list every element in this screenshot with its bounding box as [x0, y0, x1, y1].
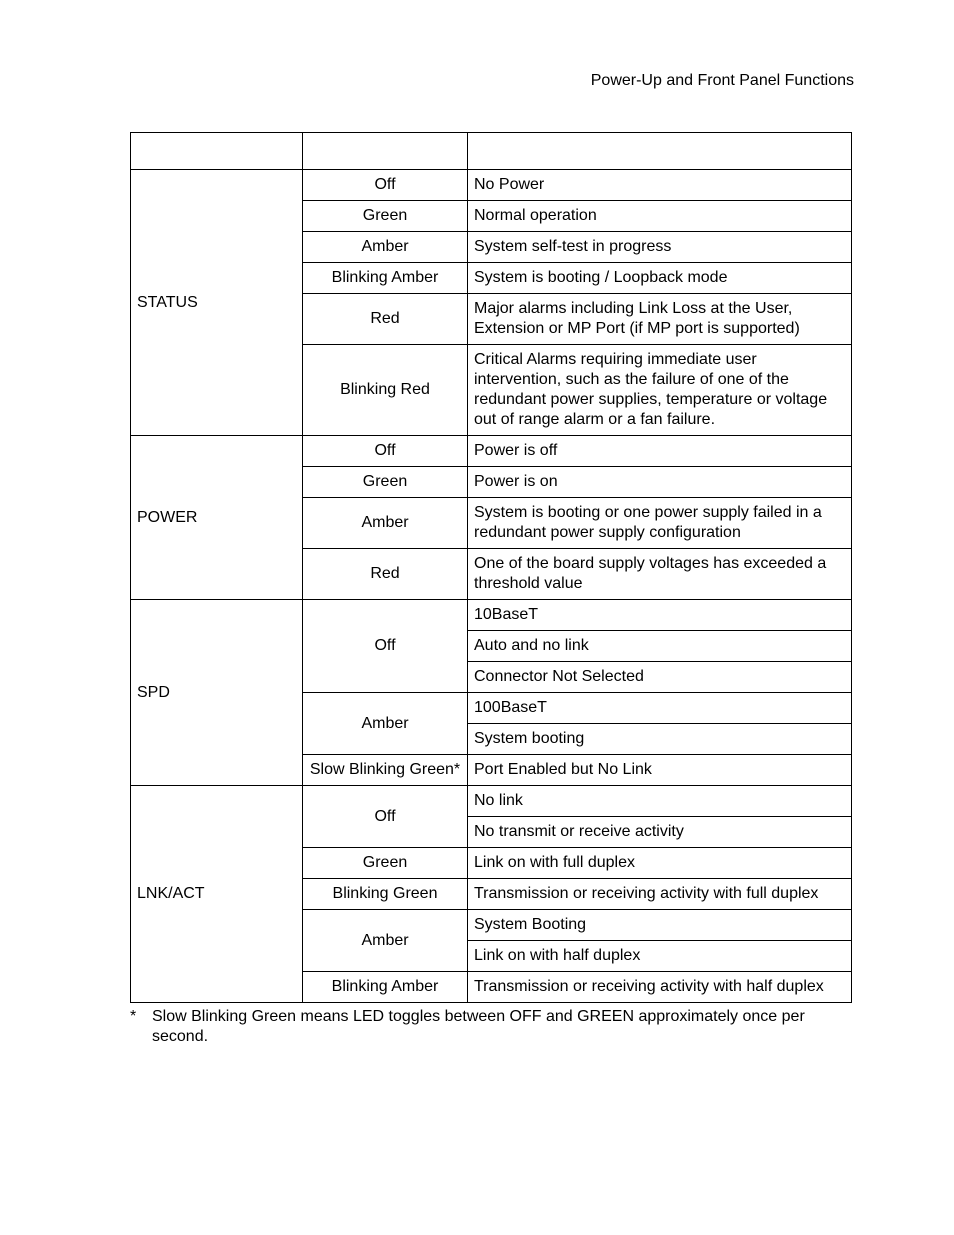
led-description-cell: System is booting or one power supply fa… [468, 498, 852, 549]
table-row: STATUSOffNo Power [131, 170, 852, 201]
led-state-cell: Green [303, 467, 468, 498]
table-header-cell [468, 133, 852, 170]
led-state-cell: Amber [303, 498, 468, 549]
led-state-cell: Blinking Red [303, 345, 468, 436]
led-description-cell: Transmission or receiving activity with … [468, 972, 852, 1003]
led-description-cell: Critical Alarms requiring immediate user… [468, 345, 852, 436]
led-state-cell: Off [303, 436, 468, 467]
footnote-text: Slow Blinking Green means LED toggles be… [152, 1007, 852, 1047]
led-description-cell: Link on with half duplex [468, 941, 852, 972]
led-description-cell: System booting [468, 724, 852, 755]
led-description-cell: System Booting [468, 910, 852, 941]
table-header-row [131, 133, 852, 170]
led-state-cell: Blinking Amber [303, 972, 468, 1003]
led-status-table: STATUSOffNo PowerGreenNormal operationAm… [130, 132, 852, 1003]
led-description-cell: Connector Not Selected [468, 662, 852, 693]
table-row: SPDOff10BaseT [131, 600, 852, 631]
led-description-cell: System is booting / Loopback mode [468, 263, 852, 294]
led-description-cell: 10BaseT [468, 600, 852, 631]
led-description-cell: Auto and no link [468, 631, 852, 662]
led-state-cell: Off [303, 786, 468, 848]
led-description-cell: Major alarms including Link Loss at the … [468, 294, 852, 345]
led-state-cell: Off [303, 600, 468, 693]
led-description-cell: No Power [468, 170, 852, 201]
led-state-cell: Blinking Green [303, 879, 468, 910]
led-description-cell: One of the board supply voltages has exc… [468, 549, 852, 600]
led-state-cell: Green [303, 201, 468, 232]
content-area: STATUSOffNo PowerGreenNormal operationAm… [130, 132, 852, 1047]
led-state-cell: Slow Blinking Green* [303, 755, 468, 786]
led-state-cell: Green [303, 848, 468, 879]
led-name-cell: SPD [131, 600, 303, 786]
led-name-cell: STATUS [131, 170, 303, 436]
led-state-cell: Amber [303, 232, 468, 263]
led-state-cell: Red [303, 549, 468, 600]
led-description-cell: Transmission or receiving activity with … [468, 879, 852, 910]
led-state-cell: Red [303, 294, 468, 345]
led-name-cell: LNK/ACT [131, 786, 303, 1003]
table-header-cell [303, 133, 468, 170]
led-description-cell: Link on with full duplex [468, 848, 852, 879]
footnote-marker: * [130, 1007, 152, 1047]
led-description-cell: No transmit or receive activity [468, 817, 852, 848]
table-footnote: * Slow Blinking Green means LED toggles … [130, 1007, 852, 1047]
led-description-cell: Power is off [468, 436, 852, 467]
led-description-cell: Power is on [468, 467, 852, 498]
led-description-cell: System self-test in progress [468, 232, 852, 263]
led-description-cell: No link [468, 786, 852, 817]
led-state-cell: Blinking Amber [303, 263, 468, 294]
page-header-title: Power-Up and Front Panel Functions [591, 72, 854, 90]
led-state-cell: Amber [303, 910, 468, 972]
led-description-cell: Port Enabled but No Link [468, 755, 852, 786]
led-description-cell: Normal operation [468, 201, 852, 232]
table-row: POWEROffPower is off [131, 436, 852, 467]
table-row: LNK/ACTOffNo link [131, 786, 852, 817]
led-state-cell: Off [303, 170, 468, 201]
led-name-cell: POWER [131, 436, 303, 600]
led-state-cell: Amber [303, 693, 468, 755]
table-header-cell [131, 133, 303, 170]
led-description-cell: 100BaseT [468, 693, 852, 724]
